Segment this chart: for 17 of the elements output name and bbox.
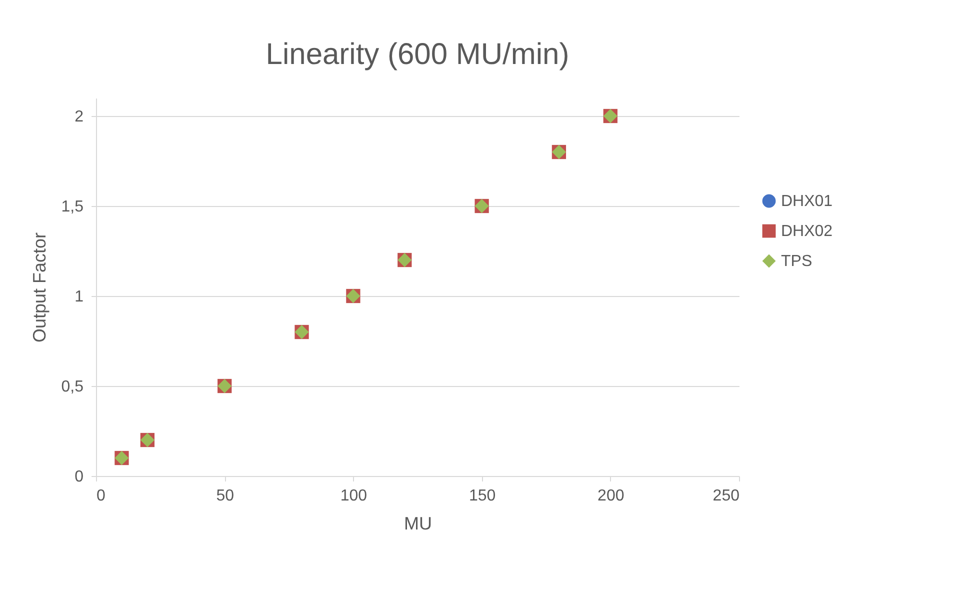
x-tick-label: 100 [340, 488, 368, 504]
x-tick-label: 250 [712, 488, 740, 504]
legend-label: DHX02 [781, 223, 833, 240]
chart-title: Linearity (600 MU/min) [266, 38, 570, 71]
y-tick-label: 0 [74, 468, 84, 486]
y-tick-label: 1,5 [61, 198, 84, 216]
legend-label: TPS [781, 253, 812, 270]
x-tick-label: 200 [598, 488, 624, 504]
x-tick-label: 50 [216, 488, 234, 504]
y-tick-label: 0,5 [61, 378, 84, 396]
legend-label: DHX01 [781, 193, 833, 210]
x-tick-label: 150 [468, 488, 496, 504]
y-tick-label: 1 [74, 288, 84, 306]
x-axis-title: MU [404, 514, 432, 534]
y-axis-title: Output Factor [29, 232, 50, 343]
y-tick-label: 2 [74, 108, 84, 126]
x-tick-label: 0 [96, 488, 106, 504]
